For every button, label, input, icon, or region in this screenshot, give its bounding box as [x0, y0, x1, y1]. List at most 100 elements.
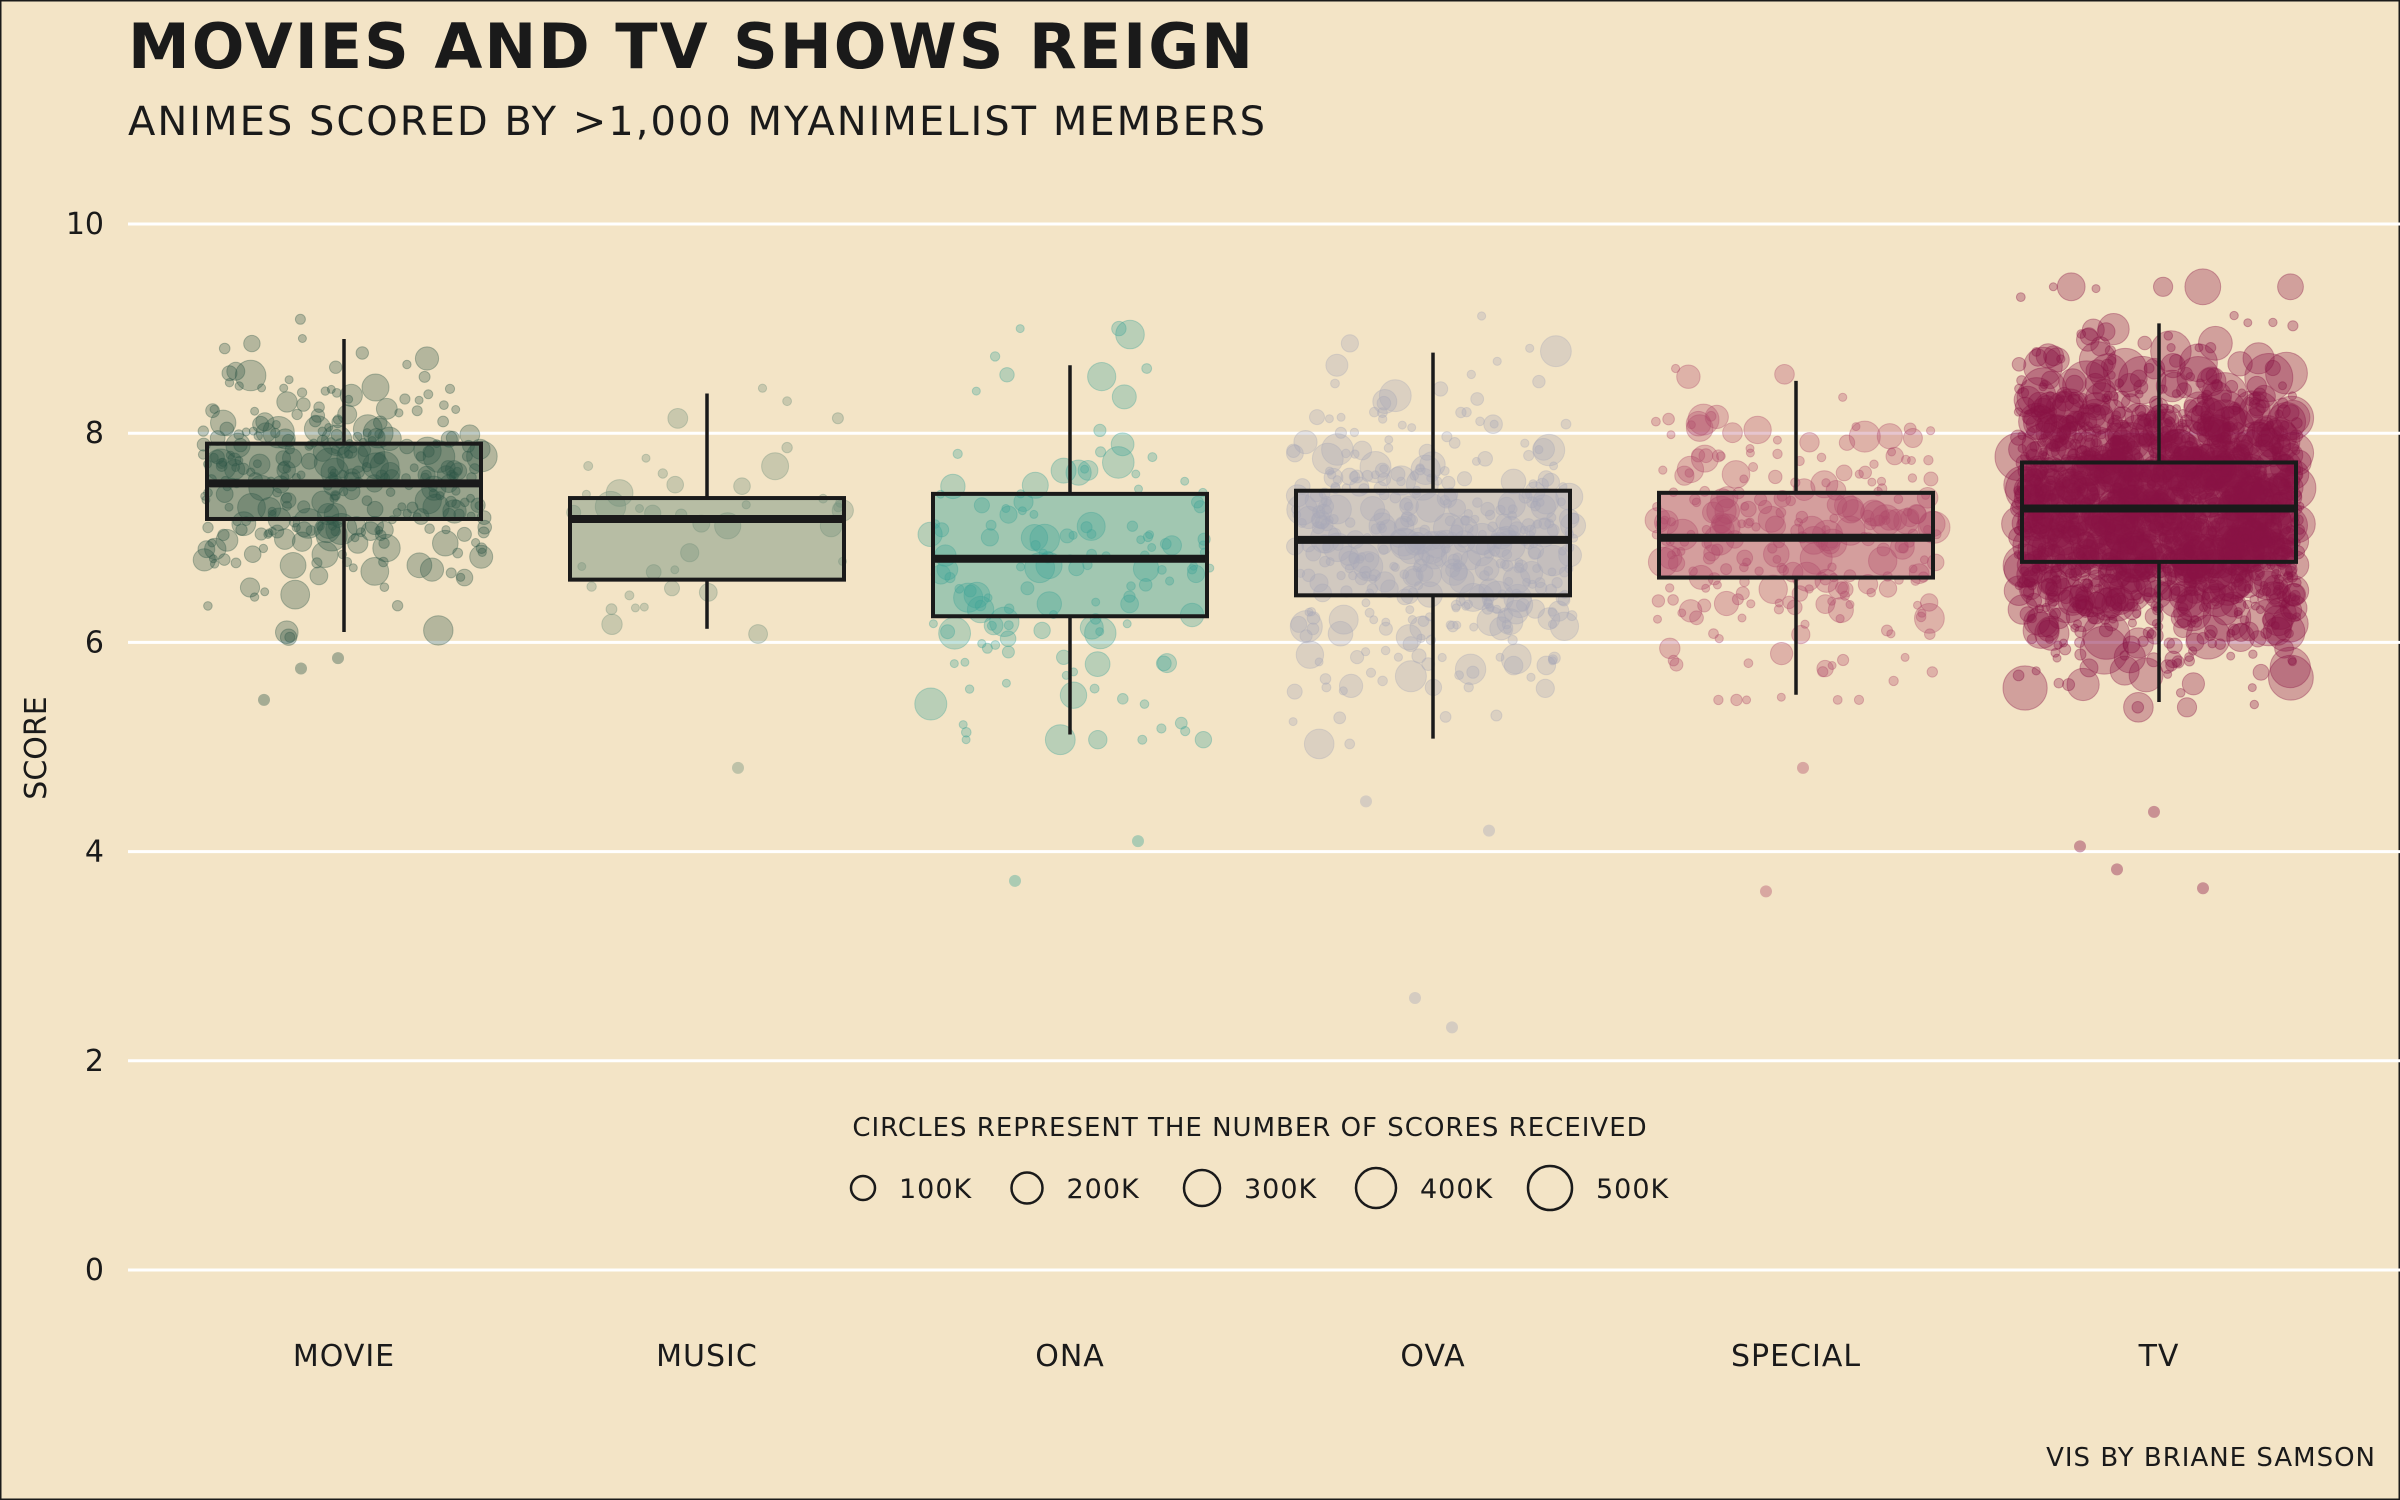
data-point — [1658, 465, 1668, 475]
data-point — [1319, 673, 1332, 685]
data-point — [2087, 569, 2106, 588]
data-point — [963, 584, 977, 598]
data-point — [2081, 392, 2111, 421]
data-point — [1667, 594, 1679, 606]
data-point — [2106, 491, 2116, 501]
data-point — [2024, 514, 2038, 529]
data-point — [280, 579, 311, 610]
data-point — [1853, 694, 1865, 706]
data-point — [2110, 592, 2129, 612]
data-point — [310, 408, 326, 423]
data-point — [2039, 466, 2049, 476]
data-point — [2052, 388, 2088, 425]
data-point — [2041, 602, 2051, 613]
data-point — [2135, 571, 2162, 598]
data-point — [209, 559, 220, 569]
data-point — [2277, 397, 2289, 409]
data-point — [1336, 570, 1346, 581]
data-point — [2129, 369, 2148, 388]
data-point — [2059, 638, 2069, 648]
data-point — [2257, 522, 2267, 533]
data-point — [2084, 404, 2096, 416]
data-point — [2193, 540, 2203, 550]
data-point — [2094, 542, 2106, 555]
data-point — [2196, 632, 2210, 645]
data-point — [2289, 429, 2304, 443]
data-point — [977, 639, 987, 649]
data-point — [1136, 535, 1146, 545]
data-point — [2192, 494, 2202, 504]
data-point — [1496, 608, 1524, 636]
data-point — [2264, 597, 2297, 630]
data-point — [1743, 518, 1754, 529]
data-point — [2050, 421, 2063, 434]
data-point — [1330, 378, 1340, 389]
data-point — [1924, 628, 1936, 641]
data-point — [1907, 456, 1916, 465]
data-point — [1084, 651, 1111, 677]
data-point — [2232, 390, 2271, 429]
data-point — [2061, 474, 2076, 489]
data-point — [2109, 482, 2124, 497]
data-point — [1525, 599, 1545, 619]
data-point — [317, 426, 328, 437]
data-point — [1499, 559, 1510, 570]
data-point — [2099, 494, 2139, 533]
data-point — [2112, 602, 2123, 613]
size-legend-label: 200K — [1067, 1174, 1141, 1205]
data-point — [2291, 577, 2302, 588]
data-point — [1449, 562, 1469, 581]
data-point — [2268, 434, 2292, 458]
data-point — [2057, 466, 2068, 477]
data-point — [1339, 673, 1364, 699]
data-point — [1134, 484, 1143, 494]
data-point — [2016, 375, 2027, 386]
data-point — [1417, 615, 1430, 628]
outlier-point — [1132, 835, 1144, 848]
data-point — [1479, 570, 1490, 581]
data-point — [2120, 523, 2132, 536]
data-point — [226, 361, 246, 381]
data-point — [2263, 574, 2289, 600]
data-point — [270, 427, 281, 439]
data-point — [1861, 509, 1875, 523]
data-point — [2036, 410, 2046, 420]
data-point — [1742, 557, 1752, 567]
data-point — [1441, 431, 1453, 443]
data-point — [2185, 405, 2215, 435]
data-point — [2164, 535, 2174, 545]
data-point — [1532, 487, 1560, 515]
data-point — [952, 448, 963, 459]
data-point — [1455, 406, 1467, 419]
data-point — [2292, 612, 2302, 622]
data-point — [2134, 529, 2173, 568]
data-point — [1450, 599, 1462, 611]
data-point — [423, 615, 454, 646]
data-point — [2113, 471, 2143, 501]
data-point — [2096, 456, 2133, 494]
data-point — [2031, 564, 2042, 574]
data-point — [2200, 389, 2248, 437]
data-point — [2090, 471, 2101, 482]
data-point — [2190, 486, 2201, 497]
data-point — [1676, 546, 1686, 556]
data-point — [224, 378, 235, 388]
data-point — [344, 394, 354, 404]
data-point — [2183, 572, 2198, 587]
data-point — [1080, 464, 1090, 474]
data-point — [1501, 549, 1513, 560]
data-point — [2272, 473, 2288, 489]
data-point — [2164, 416, 2176, 428]
data-point — [2086, 573, 2126, 613]
data-point — [2108, 568, 2153, 612]
data-point — [1452, 559, 1462, 569]
data-point — [1520, 438, 1530, 448]
data-point — [2116, 535, 2157, 576]
data-point — [1827, 596, 1837, 606]
data-point — [1033, 621, 1051, 640]
data-point — [352, 431, 363, 442]
data-point — [2098, 573, 2123, 599]
data-point — [1538, 517, 1551, 530]
data-point — [1908, 564, 1918, 574]
data-point — [237, 493, 266, 522]
